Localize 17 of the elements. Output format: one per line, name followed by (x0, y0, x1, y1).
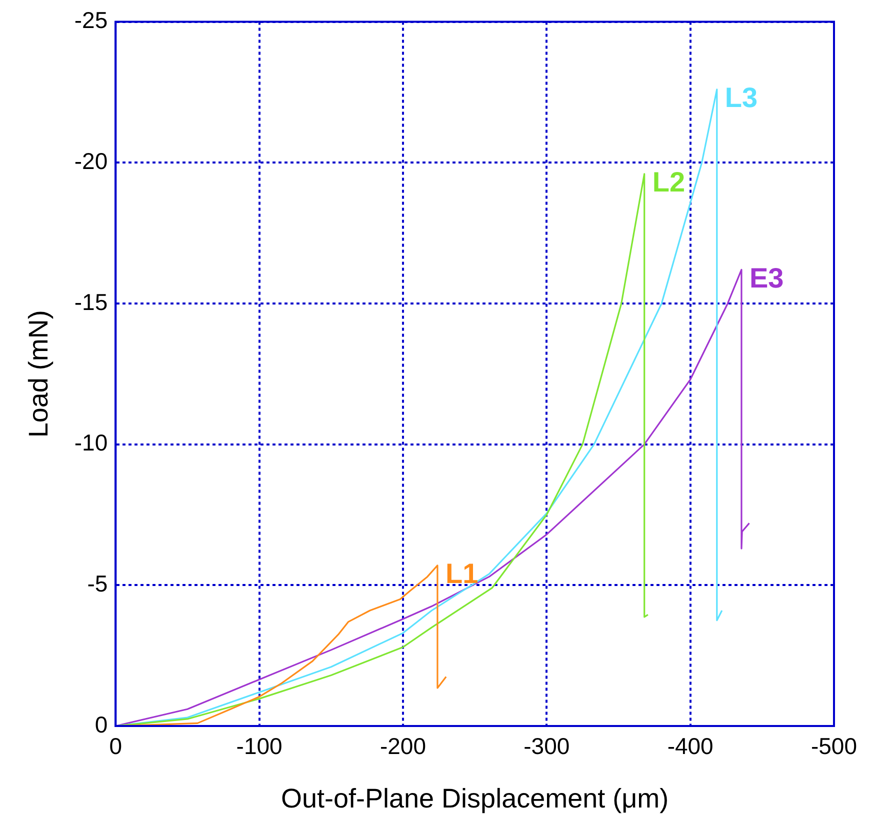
x-tick-label: -200 (380, 733, 426, 760)
x-axis-title: Out-of-Plane Displacement (μm) (280, 783, 669, 814)
series-label: E3 (749, 262, 784, 294)
y-tick-label: -10 (74, 430, 108, 456)
x-tick-label: -400 (667, 733, 714, 760)
series-label: L2 (652, 166, 686, 198)
y-axis-title: Load (mN) (24, 310, 54, 438)
y-tick-label: -20 (74, 148, 108, 174)
x-tick-label: -500 (810, 733, 858, 760)
y-tick-label: -5 (87, 570, 108, 597)
x-tick-label: -300 (524, 733, 570, 760)
y-tick-label: -15 (74, 288, 108, 315)
y-tick-label: 0 (94, 711, 108, 738)
y-tick-label: -25 (74, 7, 108, 34)
series-label: L1 (445, 558, 478, 590)
series-label: L3 (724, 82, 758, 114)
x-tick-label: -100 (236, 733, 282, 760)
